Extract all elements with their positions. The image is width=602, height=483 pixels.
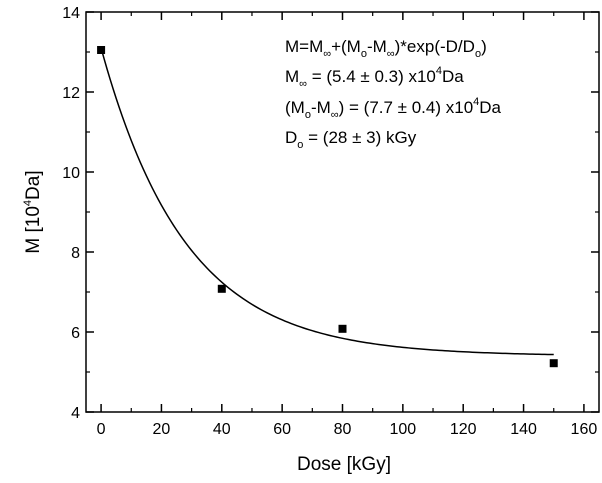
x-tick-label: 20 xyxy=(153,421,171,438)
x-tick-label: 120 xyxy=(450,421,477,438)
fit-annotation: M=M∞+(Mo-M∞)*exp(-D/Do) M∞ = (5.4 ± 0.3)… xyxy=(285,37,502,151)
y-tick-label: 10 xyxy=(62,165,80,182)
y-axis-title: M [104Da] xyxy=(22,170,44,253)
y-tick-label: 4 xyxy=(71,405,80,422)
axis-ticks xyxy=(86,11,599,413)
annotation-line-formula: M=M∞+(Mo-M∞)*exp(-D/Do) xyxy=(285,37,487,60)
data-point xyxy=(338,324,347,333)
x-tick-label: 60 xyxy=(273,421,291,438)
x-tick-label: 40 xyxy=(213,421,231,438)
y-tick-label: 8 xyxy=(71,245,80,262)
y-tick-label: 14 xyxy=(62,5,80,22)
x-axis-title: Dose [kGy] xyxy=(297,454,391,475)
fit-curve xyxy=(100,47,554,356)
y-tick-label: 12 xyxy=(62,85,80,102)
y-tick-labels: 4 6 8 10 12 14 xyxy=(62,5,80,422)
annotation-line-minf: M∞ = (5.4 ± 0.3) x104Da xyxy=(285,65,464,90)
x-tick-label: 100 xyxy=(390,421,417,438)
x-tick-labels: 0 20 40 60 80 100 120 140 160 xyxy=(97,421,598,438)
x-tick-label: 160 xyxy=(571,421,598,438)
x-tick-label: 80 xyxy=(334,421,352,438)
annotation-line-d0: Do = (28 ± 3) kGy xyxy=(285,128,417,151)
annotation-line-amplitude: (Mo-M∞) = (7.7 ± 0.4) x104Da xyxy=(285,96,502,121)
data-point xyxy=(97,46,106,54)
data-point xyxy=(217,284,226,293)
x-tick-label: 140 xyxy=(510,421,537,438)
data-points xyxy=(97,46,558,368)
x-tick-label: 0 xyxy=(97,421,106,438)
data-point xyxy=(549,359,558,368)
y-tick-label: 6 xyxy=(71,325,80,342)
